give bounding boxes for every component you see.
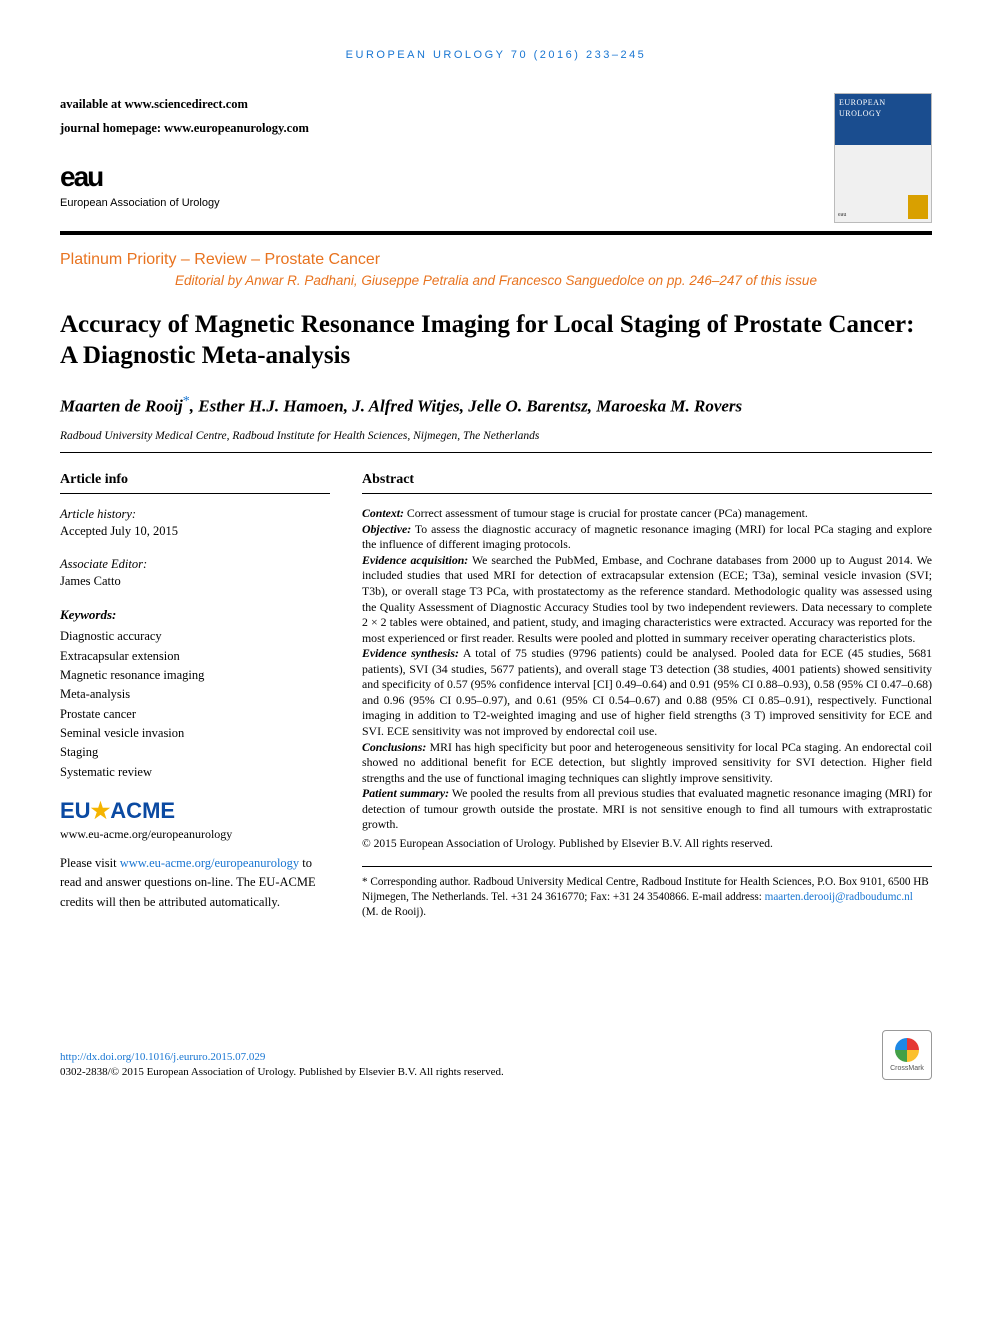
cover-journal-title: EUROPEAN UROLOGY (839, 98, 927, 120)
availability-block: available at www.sciencedirect.com journ… (60, 93, 309, 211)
crossmark-badge[interactable]: CrossMark (882, 1030, 932, 1080)
abstract-body: Context: Correct assessment of tumour st… (362, 506, 932, 852)
page-footer: http://dx.doi.org/10.1016/j.eururo.2015.… (60, 1030, 932, 1080)
available-at-value: www.sciencedirect.com (125, 97, 248, 111)
article-info-column: Article info Article history: Accepted J… (60, 471, 330, 920)
divider-thin (60, 452, 932, 453)
keyword: Staging (60, 743, 330, 762)
context-label: Context: (362, 506, 404, 520)
evidence-acquisition-label: Evidence acquisition: (362, 553, 468, 567)
euacme-eu: EU (60, 798, 91, 823)
objective-text: To assess the diagnostic accuracy of mag… (362, 522, 932, 552)
euacme-text: Please visit www.eu-acme.org/europeanuro… (60, 854, 330, 912)
footer-left: http://dx.doi.org/10.1016/j.eururo.2015.… (60, 1050, 504, 1081)
corr-email-link[interactable]: maarten.derooij@radboudumc.nl (765, 891, 913, 903)
journal-homepage-value: www.europeanurology.com (164, 121, 309, 135)
associate-editor: Associate Editor: James Catto (60, 556, 330, 590)
article-title: Accuracy of Magnetic Resonance Imaging f… (60, 309, 932, 372)
euacme-logo: EU★ACME (60, 796, 330, 826)
corresponding-author: * Corresponding author. Radboud Universi… (362, 866, 932, 920)
patient-summary-label: Patient summary: (362, 786, 449, 800)
keyword: Systematic review (60, 763, 330, 782)
masthead: available at www.sciencedirect.com journ… (60, 93, 932, 223)
keyword: Prostate cancer (60, 705, 330, 724)
section-type: Platinum Priority – Review – Prostate Ca… (60, 249, 932, 271)
euacme-acme: ACME (110, 798, 175, 823)
keyword: Meta-analysis (60, 685, 330, 704)
euacme-url: www.eu-acme.org/europeanurology (60, 826, 330, 842)
divider-thick (60, 231, 932, 235)
evidence-synthesis-label: Evidence synthesis: (362, 646, 459, 660)
eau-logo-text: European Association of Urology (60, 196, 309, 211)
objective-label: Objective: (362, 522, 411, 536)
authors: Maarten de Rooij*, Esther H.J. Hamoen, J… (60, 393, 932, 419)
article-history-label: Article history: (60, 506, 330, 523)
keyword: Extracapsular extension (60, 647, 330, 666)
doi-link[interactable]: http://dx.doi.org/10.1016/j.eururo.2015.… (60, 1051, 265, 1063)
editorial-note: Editorial by Anwar R. Padhani, Giuseppe … (60, 272, 932, 290)
associate-editor-value: James Catto (60, 573, 330, 590)
corr-tail: (M. de Rooij). (362, 906, 426, 918)
keyword: Magnetic resonance imaging (60, 666, 330, 685)
corresponding-mark: * (183, 394, 190, 409)
journal-cover-thumbnail: EUROPEAN UROLOGY eau (834, 93, 932, 223)
context-text: Correct assessment of tumour stage is cr… (404, 506, 808, 520)
conclusions-label: Conclusions: (362, 740, 426, 754)
available-at-label: available at (60, 97, 125, 111)
euacme-link[interactable]: www.eu-acme.org/europeanurology (120, 856, 299, 870)
affiliation: Radboud University Medical Centre, Radbo… (60, 429, 932, 445)
article-info-head: Article info (60, 471, 330, 494)
running-header: EUROPEAN UROLOGY 70 (2016) 233–245 (60, 48, 932, 63)
abstract-copyright: © 2015 European Association of Urology. … (362, 837, 932, 852)
crossmark-label: CrossMark (890, 1064, 924, 1074)
abstract-head: Abstract (362, 471, 932, 494)
keywords-list: Diagnostic accuracy Extracapsular extens… (60, 627, 330, 782)
abstract-column: Abstract Context: Correct assessment of … (362, 471, 932, 920)
keywords-label: Keywords: (60, 606, 330, 624)
crossmark-icon (895, 1038, 919, 1062)
article-history: Article history: Accepted July 10, 2015 (60, 506, 330, 540)
journal-homepage-label: journal homepage: (60, 121, 164, 135)
eau-logo-icon: eau (60, 158, 102, 196)
issn-copyright: 0302-2838/© 2015 European Association of… (60, 1066, 504, 1078)
star-icon: ★ (91, 798, 111, 823)
keyword: Seminal vesicle invasion (60, 724, 330, 743)
conclusions-text: MRI has high specificity but poor and he… (362, 740, 932, 785)
associate-editor-label: Associate Editor: (60, 556, 330, 573)
euacme-text-pre: Please visit (60, 856, 120, 870)
author-1: Maarten de Rooij (60, 397, 183, 416)
article-history-value: Accepted July 10, 2015 (60, 523, 330, 540)
keyword: Diagnostic accuracy (60, 627, 330, 646)
authors-rest: , Esther H.J. Hamoen, J. Alfred Witjes, … (190, 397, 742, 416)
